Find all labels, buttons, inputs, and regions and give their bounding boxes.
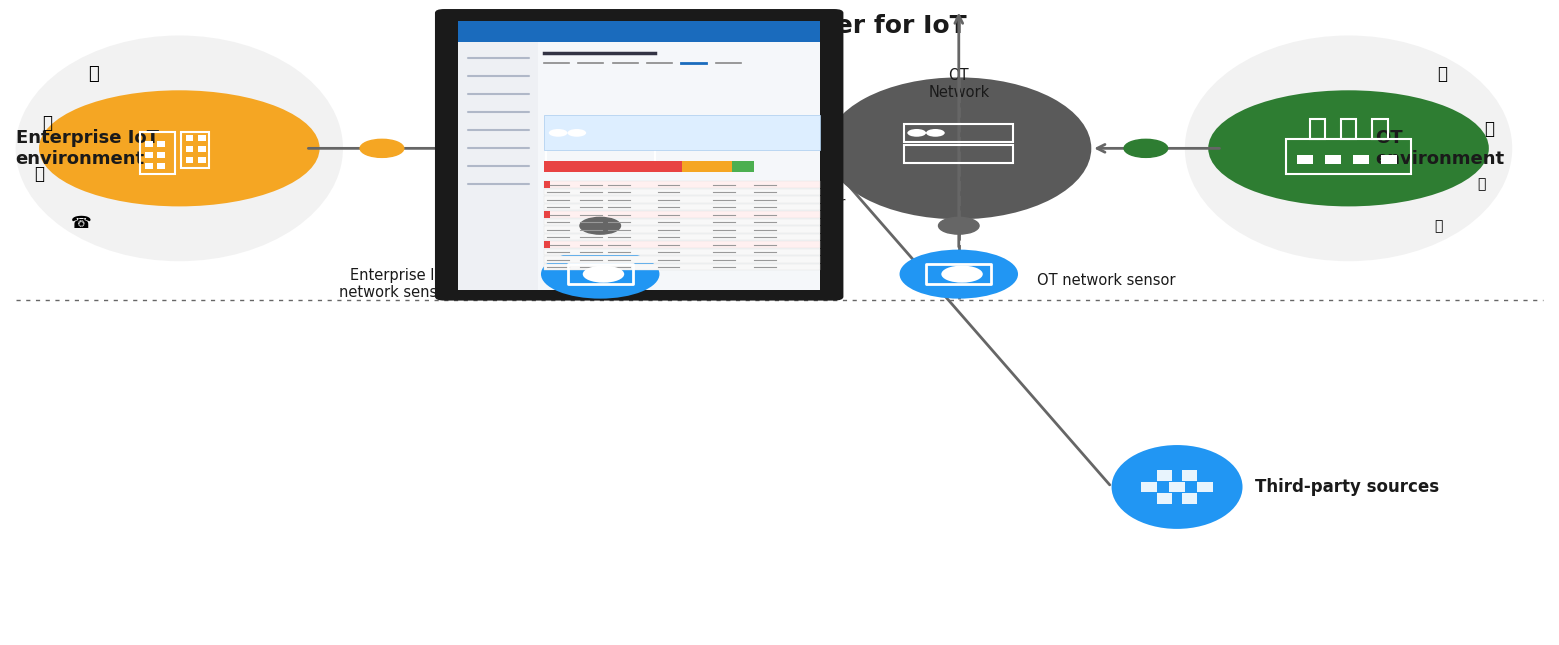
Circle shape: [939, 217, 979, 234]
Bar: [544, 189, 820, 195]
Bar: [544, 115, 820, 150]
Bar: [567, 264, 633, 284]
Bar: [145, 141, 153, 147]
Bar: [1157, 493, 1172, 504]
Bar: [186, 157, 193, 163]
Circle shape: [907, 129, 926, 137]
Bar: [1297, 155, 1313, 164]
Bar: [904, 145, 1013, 163]
Text: 📱: 📱: [34, 165, 44, 183]
Circle shape: [549, 129, 567, 137]
Bar: [1353, 155, 1369, 164]
Ellipse shape: [1185, 35, 1512, 261]
Bar: [198, 146, 206, 152]
Bar: [544, 226, 820, 233]
Circle shape: [580, 217, 620, 234]
Bar: [1381, 155, 1397, 164]
Text: ☎: ☎: [70, 213, 92, 232]
Circle shape: [1124, 139, 1168, 157]
Bar: [1310, 119, 1325, 139]
Circle shape: [1208, 90, 1489, 206]
FancyBboxPatch shape: [435, 9, 843, 301]
Bar: [1157, 470, 1172, 481]
Bar: [198, 135, 206, 141]
Bar: [731, 161, 755, 172]
Text: 🚛: 🚛: [1437, 65, 1447, 83]
Bar: [544, 181, 820, 188]
Circle shape: [360, 139, 404, 157]
Circle shape: [900, 250, 1018, 299]
Bar: [1341, 119, 1356, 139]
Circle shape: [39, 90, 320, 206]
Bar: [544, 249, 820, 255]
Ellipse shape: [16, 35, 343, 261]
Bar: [157, 152, 165, 158]
Ellipse shape: [826, 77, 1091, 219]
Bar: [544, 181, 550, 188]
Bar: [145, 163, 153, 169]
Bar: [1169, 482, 1185, 492]
Circle shape: [942, 266, 982, 283]
Bar: [544, 264, 820, 270]
Ellipse shape: [468, 77, 733, 219]
Text: Enterprise IoT
network sensor: Enterprise IoT network sensor: [338, 268, 452, 300]
Text: 🖥: 🖥: [42, 114, 51, 132]
Text: OT network sensor: OT network sensor: [1037, 273, 1175, 288]
Bar: [544, 219, 820, 225]
Bar: [157, 163, 165, 169]
Text: OT
environment: OT environment: [1375, 129, 1504, 168]
Bar: [186, 135, 193, 141]
Bar: [458, 21, 820, 290]
Bar: [544, 241, 550, 248]
Text: OT
Network: OT Network: [928, 68, 990, 100]
Circle shape: [583, 266, 624, 283]
Bar: [157, 141, 165, 147]
Bar: [1141, 482, 1157, 492]
Bar: [544, 241, 820, 248]
Bar: [544, 161, 683, 172]
Text: Microsoft Defender for IoT: Microsoft Defender for IoT: [592, 14, 967, 38]
Text: Enterprise IoT
environment: Enterprise IoT environment: [16, 129, 159, 168]
Bar: [546, 124, 655, 142]
Bar: [181, 132, 209, 168]
Ellipse shape: [1112, 445, 1243, 529]
Circle shape: [926, 129, 945, 137]
Bar: [544, 212, 550, 218]
Circle shape: [541, 250, 659, 299]
Bar: [683, 161, 731, 172]
Text: 🏗: 🏗: [1484, 120, 1494, 138]
Bar: [544, 257, 820, 263]
Text: 📦: 📦: [1434, 219, 1444, 233]
Bar: [186, 146, 193, 152]
Bar: [458, 21, 820, 41]
Text: SPAN port / TAP for
network traffic
analysis (NTA): SPAN port / TAP for network traffic anal…: [714, 196, 845, 243]
Bar: [1182, 493, 1197, 504]
Bar: [544, 234, 820, 241]
Text: IT or IoT
Network: IT or IoT Network: [569, 68, 631, 100]
Bar: [904, 124, 1013, 142]
Bar: [544, 204, 820, 210]
Bar: [140, 132, 175, 174]
Bar: [458, 41, 538, 290]
Bar: [198, 157, 206, 163]
Bar: [1372, 119, 1388, 139]
Bar: [1325, 155, 1341, 164]
Text: 🤖: 🤖: [1476, 177, 1486, 191]
Bar: [544, 196, 820, 203]
Bar: [1286, 139, 1411, 174]
Text: Third-party sources: Third-party sources: [1255, 478, 1439, 496]
Bar: [544, 212, 820, 218]
Bar: [1197, 482, 1213, 492]
Bar: [546, 145, 655, 163]
Bar: [1182, 470, 1197, 481]
Text: 🖨: 🖨: [89, 65, 98, 83]
Circle shape: [567, 129, 586, 137]
Bar: [145, 152, 153, 158]
Bar: [926, 264, 992, 284]
